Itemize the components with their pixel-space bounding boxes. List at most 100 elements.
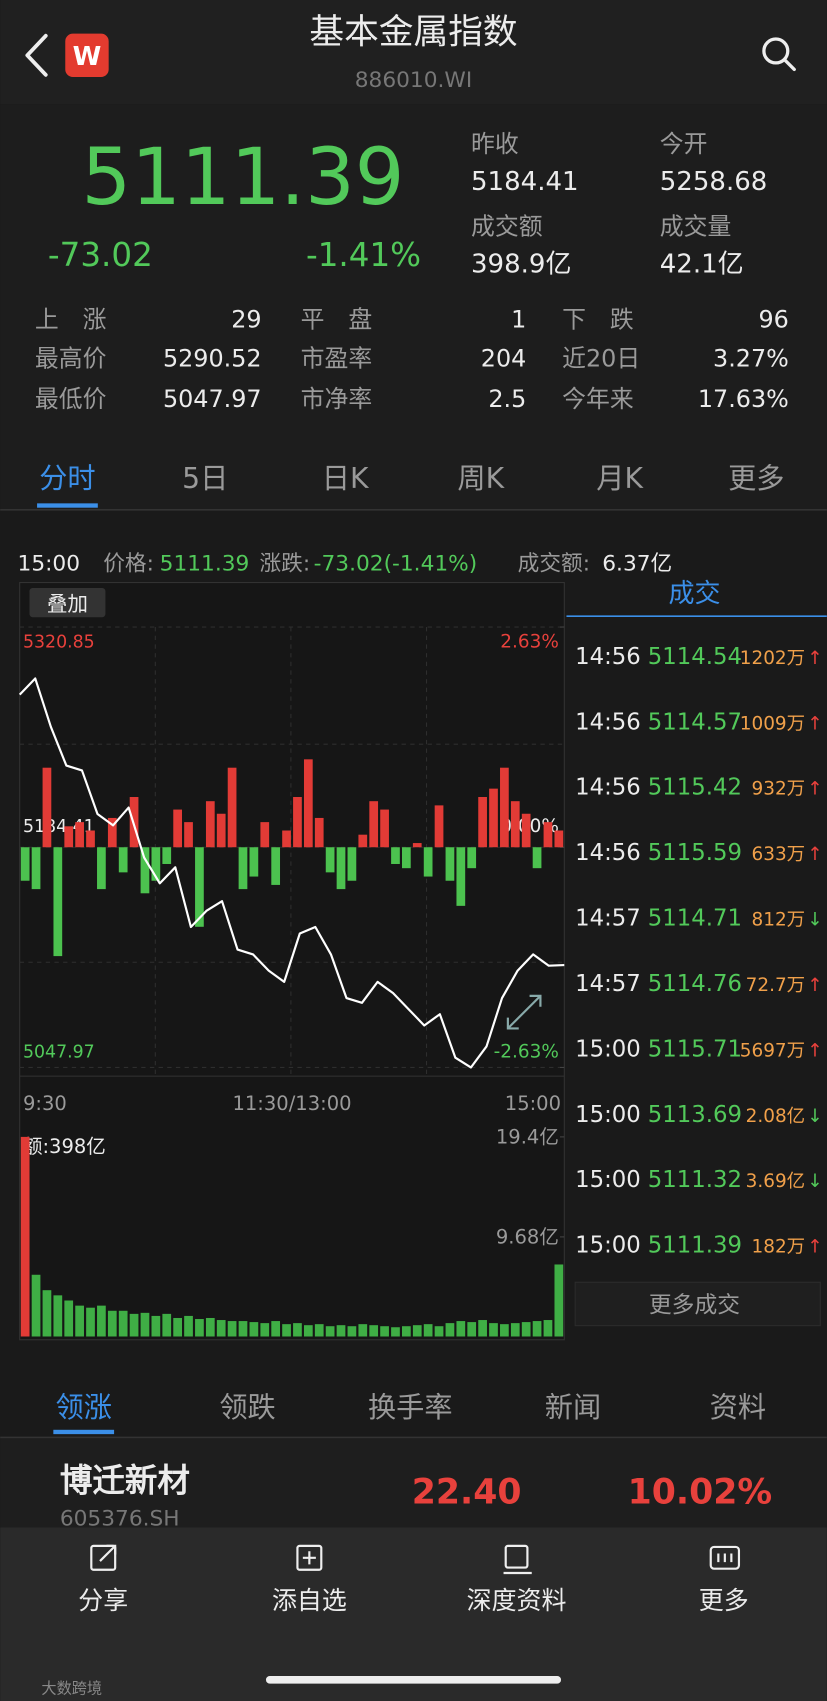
volume-bar [86,1307,95,1337]
toolbar-label[interactable]: 深度资料 [467,1586,567,1615]
detail-label: 下 跌 [562,306,634,334]
logo-text: W [73,42,102,72]
tab[interactable]: 分时 [39,462,95,495]
tab[interactable]: 领涨 [56,1391,112,1424]
back-button[interactable] [25,33,48,77]
page-title: 基本金属指数 [309,12,517,52]
volume-bar [53,1295,63,1337]
toolbar-label[interactable]: 更多 [699,1586,749,1615]
volume-bar [445,1323,455,1337]
price-change-pct: -1.41% [306,236,421,274]
stat-label: 成交量 [660,212,732,240]
trade-price: 5114.71 [648,906,742,932]
breadth-bar [510,801,520,848]
trade-arrow: ↑ [807,779,822,800]
leader-row[interactable] [0,1438,827,1528]
tab[interactable]: 新闻 [545,1391,601,1424]
trade-volume: 932万 [751,779,805,800]
stat-value: 5184.41 [471,167,579,197]
breadth-bar [478,797,487,848]
info-label: 涨跌: [259,552,310,577]
more-trades-button[interactable] [574,1281,821,1327]
toolbar-icons [90,1544,741,1575]
toolbar-label[interactable]: 添自选 [272,1586,347,1615]
tab[interactable]: 日K [322,462,370,495]
trade-time: 15:00 [575,1167,641,1193]
tab[interactable]: 换手率 [368,1391,453,1424]
trade-price: 5111.32 [648,1167,742,1193]
breadth-bar [336,847,346,890]
info-label: 成交额: [518,552,590,577]
detail-value: 96 [758,306,788,334]
tab[interactable]: 月K [596,462,644,495]
volume-bar [293,1323,302,1337]
detail-label: 平 盘 [301,306,373,334]
tab[interactable]: 资料 [710,1391,766,1424]
volume-bar [238,1321,248,1337]
stat-label: 昨收 [471,130,519,158]
intraday-chart: 5047.975184.415320.85-2.63%0.00%2.63%9:3… [18,626,565,1115]
info-value: -73.02(-1.41%) [314,552,478,577]
expand-icon[interactable] [506,994,542,1030]
trade-volume: 1009万 [740,713,805,734]
info-label: 价格: [103,552,154,577]
volume-bar [184,1315,193,1337]
detail-value: 204 [481,345,527,373]
breadth-bar [325,847,335,873]
trade-time: 15:00 [575,1036,641,1062]
info-time: 15:00 [18,552,81,577]
volume-bar [31,1274,41,1337]
stock-change: 10.02% [628,1473,773,1513]
toolbar-label[interactable]: 分享 [78,1586,128,1615]
volume-bar [402,1326,411,1337]
volume-bar [380,1326,389,1337]
x-tick-label: 9:30 [23,1092,67,1115]
volume-bar [162,1313,172,1337]
search-button[interactable] [762,37,796,72]
info-value: 5111.39 [160,552,250,577]
volume-bar [118,1310,128,1337]
tab[interactable]: 更多 [728,462,784,495]
stat-value: 398.9亿 [471,249,572,279]
detail-value: 29 [231,306,261,334]
breadth-bar [500,767,509,848]
tab-indicator [37,503,98,508]
index-code: 886010.WI [355,68,473,93]
volume-bar [434,1326,444,1337]
trade-volume: 72.7万 [746,975,806,996]
detail-label: 市盈率 [301,345,373,373]
y2-tick-label: 2.63% [500,632,559,653]
watermark: 大数跨境 [41,1679,102,1697]
volume-bar [75,1305,84,1337]
quote-panel [0,104,827,510]
trade-volume: 2.08亿 [746,1106,806,1127]
trade-price: 5115.59 [648,840,742,866]
overlay-button[interactable] [29,587,106,618]
trade-time: 14:57 [575,971,641,997]
volume-bar [97,1305,106,1337]
volume-bar [336,1325,346,1337]
volume-bar [107,1310,117,1337]
volume-bar [205,1317,215,1337]
trade-volume: 3.69亿 [746,1171,806,1192]
breadth-bar [543,822,553,848]
volume-bar [510,1323,520,1337]
breadth-bar [162,847,172,864]
detail-value: 1 [511,306,526,334]
breadth-bar [293,797,302,848]
stat-label: 成交额 [471,212,543,240]
app-logo [65,33,109,78]
more-trades-label: 更多成交 [649,1293,740,1319]
tab[interactable]: 周K [457,462,505,495]
breadth-bar [521,813,531,848]
breadth-bar [151,847,161,881]
tab[interactable]: 5日 [182,462,228,495]
trade-price: 5113.69 [648,1102,742,1128]
volume-bar [543,1320,553,1337]
tab[interactable]: 领跌 [219,1391,275,1424]
breadth-bar [434,805,444,848]
trade-price: 5115.71 [648,1036,742,1062]
trade-arrow: ↑ [807,648,822,669]
detail-label: 今年来 [562,385,634,413]
volume-bar [314,1324,324,1337]
